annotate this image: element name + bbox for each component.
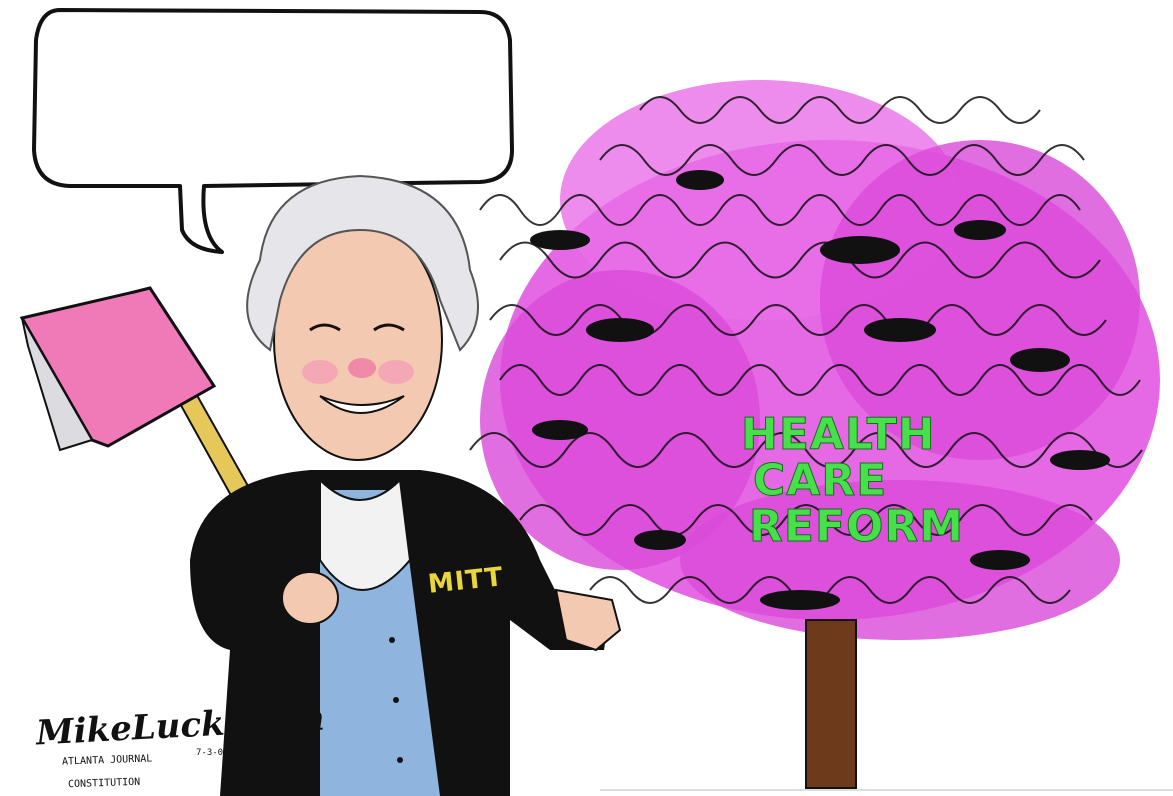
- speech-bubble: [32, 8, 514, 254]
- signature-date: 7-3-07: [196, 748, 229, 758]
- tree-label: HEALTH CARE REFORM: [735, 409, 975, 552]
- tree-label-line-3: REFORM: [749, 501, 965, 552]
- tree-trunk: [805, 619, 857, 789]
- tree-dark-blots: [530, 170, 1110, 610]
- tree-label-line-2: CARE: [753, 455, 888, 506]
- tree-scribbles: [469, 96, 1143, 604]
- tree-label-line-1: HEALTH: [741, 409, 936, 460]
- character: [190, 174, 622, 796]
